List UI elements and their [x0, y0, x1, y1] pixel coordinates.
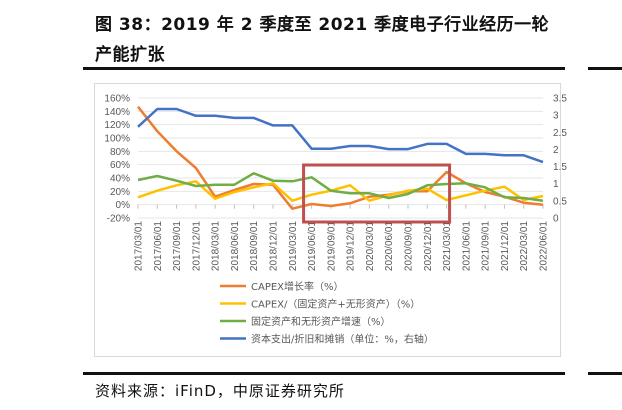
figure-title-line1: 图 38：2019 年 2 季度至 2021 季度电子行业经历一轮	[95, 15, 550, 35]
y-left-tick-label: 140%	[104, 107, 130, 118]
y-left-tick-label: 100%	[104, 134, 130, 145]
x-tick-label: 2018/12/01	[269, 221, 280, 271]
y-right-tick-label: 0.5	[553, 196, 567, 207]
y-right-tick-label: 3	[553, 111, 559, 122]
series-line-2	[137, 180, 544, 202]
y-left-tick-label: -20%	[107, 214, 130, 225]
x-tick-label: 2020/09/01	[404, 221, 415, 271]
y-right-tick-label: 2	[553, 145, 559, 156]
y-left-tick-label: 120%	[104, 120, 130, 131]
y-left-tick-label: 60%	[110, 160, 130, 171]
x-tick-label: 2019/09/01	[326, 221, 337, 271]
y-right-tick-label: 1.5	[553, 162, 567, 173]
x-tick-label: 2017/12/01	[191, 221, 202, 271]
y-left-tick-label: 0%	[116, 200, 131, 211]
adjacent-panel-rule	[588, 67, 622, 70]
x-tick-label: 2019/06/01	[307, 221, 318, 271]
x-tick-label: 2017/09/01	[172, 221, 183, 271]
x-tick-label: 2020/03/01	[365, 221, 376, 271]
series-line-4	[137, 107, 544, 164]
x-tick-label: 2021/12/01	[500, 221, 511, 271]
x-tick-label: 2019/12/01	[346, 221, 357, 271]
x-tick-label: 2021/06/01	[461, 221, 472, 271]
highlight-box	[302, 163, 452, 224]
x-tick-label: 2017/03/01	[134, 221, 145, 271]
x-tick-label: 2021/09/01	[481, 221, 492, 271]
source-note: 资料来源：iFinD，中原证券研究所	[95, 382, 345, 400]
adjacent-panel-rule-bottom	[588, 372, 622, 375]
chart-frame	[94, 83, 561, 357]
x-tick-label: 2017/06/01	[153, 221, 164, 271]
x-tick-label: 2018/09/01	[249, 221, 260, 271]
y-right-tick-label: 1	[553, 179, 559, 190]
x-tick-label: 2021/03/01	[442, 221, 453, 271]
x-tick-label: 2020/06/01	[384, 221, 395, 271]
x-tick-label: 2018/06/01	[230, 221, 241, 271]
legend-label-4: 资本支出/折旧和摊销（单位：%，右轴）	[251, 333, 434, 346]
figure-title-line2: 产能扩张	[95, 45, 165, 65]
y-left-tick-label: 20%	[110, 187, 130, 198]
x-tick-label: 2022/06/01	[539, 221, 550, 271]
y-left-tick-label: 160%	[104, 94, 130, 105]
y-left-tick-label: 40%	[110, 174, 130, 185]
x-tick-label: 2019/03/01	[288, 221, 299, 271]
top-rule	[83, 67, 565, 70]
legend-label-2: CAPEX/（固定资产+无形资产）（%）	[251, 298, 420, 311]
y-right-tick-label: 3.5	[553, 94, 567, 105]
x-tick-label: 2022/03/01	[519, 221, 530, 271]
legend-label-1: CAPEX增长率（%）	[251, 280, 344, 293]
x-tick-label: 2020/12/01	[423, 221, 434, 271]
y-right-tick-label: 2.5	[553, 128, 567, 139]
x-tick-label: 2018/03/01	[211, 221, 222, 271]
series-line-3	[137, 172, 544, 202]
legend-label-3: 固定资产和无形资产增速（%）	[251, 315, 391, 328]
series-line-1	[137, 105, 544, 210]
y-right-tick-label: 0	[553, 214, 559, 225]
y-left-tick-label: 80%	[110, 147, 130, 158]
bottom-rule	[83, 372, 565, 375]
